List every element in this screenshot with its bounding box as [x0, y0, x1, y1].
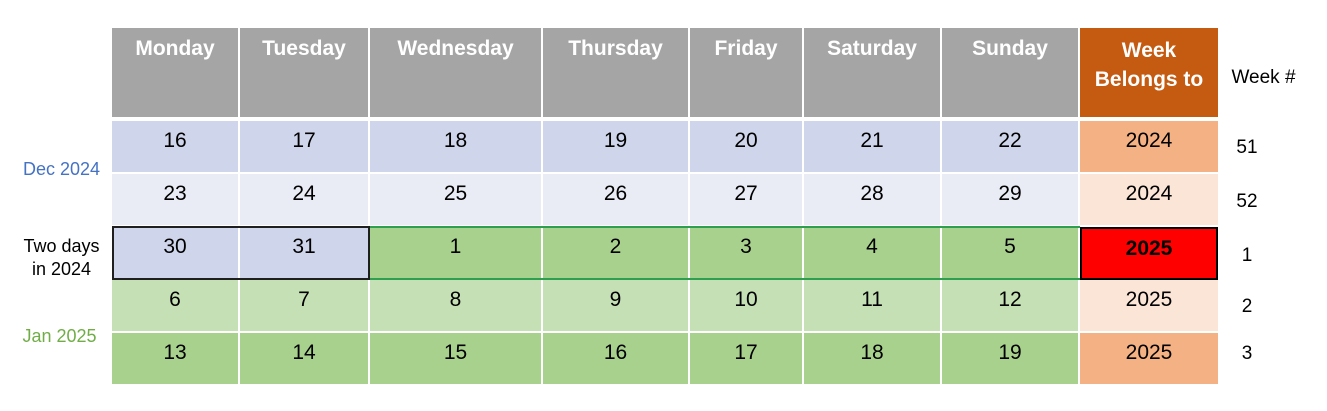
header-tuesday: Tuesday — [240, 28, 370, 117]
day-cell: 31 — [240, 227, 370, 280]
day-cell: 8 — [370, 280, 543, 333]
two-days-line-1: Two days — [23, 236, 100, 256]
week-year-cell: 2025 — [1080, 280, 1218, 333]
day-cell: 4 — [804, 227, 942, 280]
day-cell: 1 — [370, 227, 543, 280]
day-cell: 12 — [942, 280, 1080, 333]
day-cell: 23 — [112, 174, 240, 227]
week-number: 52 — [1236, 191, 1258, 212]
header-monday: Monday — [112, 28, 240, 117]
day-cell: 13 — [112, 333, 240, 386]
header-thursday: Thursday — [543, 28, 690, 117]
week-number: 2 — [1241, 296, 1253, 317]
day-cell: 21 — [804, 121, 942, 174]
day-cell: 22 — [942, 121, 1080, 174]
header-friday: Friday — [690, 28, 804, 117]
day-cell: 11 — [804, 280, 942, 333]
day-cell: 24 — [240, 174, 370, 227]
header-saturday: Saturday — [804, 28, 942, 117]
dec-2024-label: Dec 2024 — [22, 159, 101, 179]
day-cell: 19 — [942, 333, 1080, 386]
jan-2025-label: Jan 2025 — [22, 326, 97, 346]
day-cell: 3 — [690, 227, 804, 280]
day-cell: 19 — [543, 121, 690, 174]
day-cell: 16 — [543, 333, 690, 386]
week-number: 51 — [1236, 137, 1258, 158]
day-cell: 17 — [240, 121, 370, 174]
day-cell: 30 — [112, 227, 240, 280]
day-cell: 18 — [370, 121, 543, 174]
header-wednesday: Wednesday — [370, 28, 543, 117]
day-cell: 15 — [370, 333, 543, 386]
week-number-header: Week # — [1231, 67, 1296, 88]
day-cell: 7 — [240, 280, 370, 333]
day-cell: 27 — [690, 174, 804, 227]
day-cell: 10 — [690, 280, 804, 333]
day-cell: 25 — [370, 174, 543, 227]
week-year-cell: 2025 — [1080, 227, 1218, 280]
day-cell: 5 — [942, 227, 1080, 280]
day-cell: 6 — [112, 280, 240, 333]
day-cell: 28 — [804, 174, 942, 227]
day-cell: 14 — [240, 333, 370, 386]
header-sunday: Sunday — [942, 28, 1080, 117]
day-cell: 9 — [543, 280, 690, 333]
week-year-cell: 2024 — [1080, 121, 1218, 174]
week-year-cell: 2025 — [1080, 333, 1218, 386]
day-cell: 2 — [543, 227, 690, 280]
day-cell: 26 — [543, 174, 690, 227]
day-cell: 17 — [690, 333, 804, 386]
header-week-belongs-to-line: Belongs to — [1094, 68, 1204, 91]
week-number: 1 — [1241, 245, 1253, 266]
two-days-in-2024-label: Two days in 2024 — [14, 235, 109, 281]
header-week-belongs-to: Week Belongs to — [1080, 28, 1218, 117]
two-days-line-2: in 2024 — [31, 259, 92, 279]
header-week-belongs-to-line: Week — [1121, 39, 1177, 62]
day-cell: 29 — [942, 174, 1080, 227]
day-cell: 16 — [112, 121, 240, 174]
day-cell: 20 — [690, 121, 804, 174]
week-year-cell: 2024 — [1080, 174, 1218, 227]
day-cell: 18 — [804, 333, 942, 386]
week-number: 3 — [1241, 343, 1253, 364]
